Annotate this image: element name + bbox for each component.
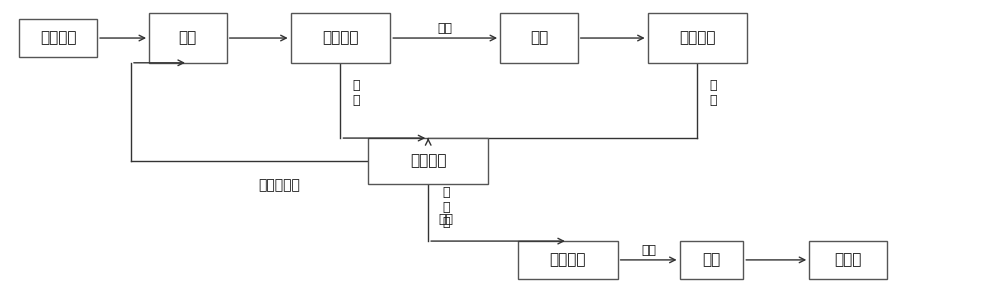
Text: 固液分离: 固液分离: [679, 31, 716, 46]
Text: 固体: 固体: [641, 244, 656, 256]
Text: 物料粉碎: 物料粉碎: [40, 31, 76, 46]
Text: 液
体: 液 体: [353, 79, 360, 107]
Bar: [809, 241, 887, 279]
Text: 酸解: 酸解: [179, 31, 197, 46]
Text: 木质素: 木质素: [834, 252, 862, 267]
Text: 水洗: 水洗: [702, 252, 721, 267]
Bar: [680, 241, 743, 279]
Bar: [648, 13, 747, 63]
Text: 浓
缩
液: 浓 缩 液: [442, 186, 450, 229]
Bar: [19, 19, 97, 57]
Text: 固体: 固体: [438, 22, 453, 35]
Text: 酸洗: 酸洗: [530, 31, 548, 46]
Text: 减压蒸馏: 减压蒸馏: [410, 153, 446, 168]
Text: 固液分离: 固液分离: [322, 31, 359, 46]
Bar: [518, 241, 618, 279]
Text: 液
体: 液 体: [710, 79, 717, 107]
Bar: [500, 13, 578, 63]
Text: 加水: 加水: [439, 213, 454, 226]
Bar: [368, 138, 488, 184]
Text: 固液分离: 固液分离: [550, 252, 586, 267]
Text: 甲酸、乙酸: 甲酸、乙酸: [259, 179, 301, 193]
Bar: [149, 13, 227, 63]
Bar: [291, 13, 390, 63]
